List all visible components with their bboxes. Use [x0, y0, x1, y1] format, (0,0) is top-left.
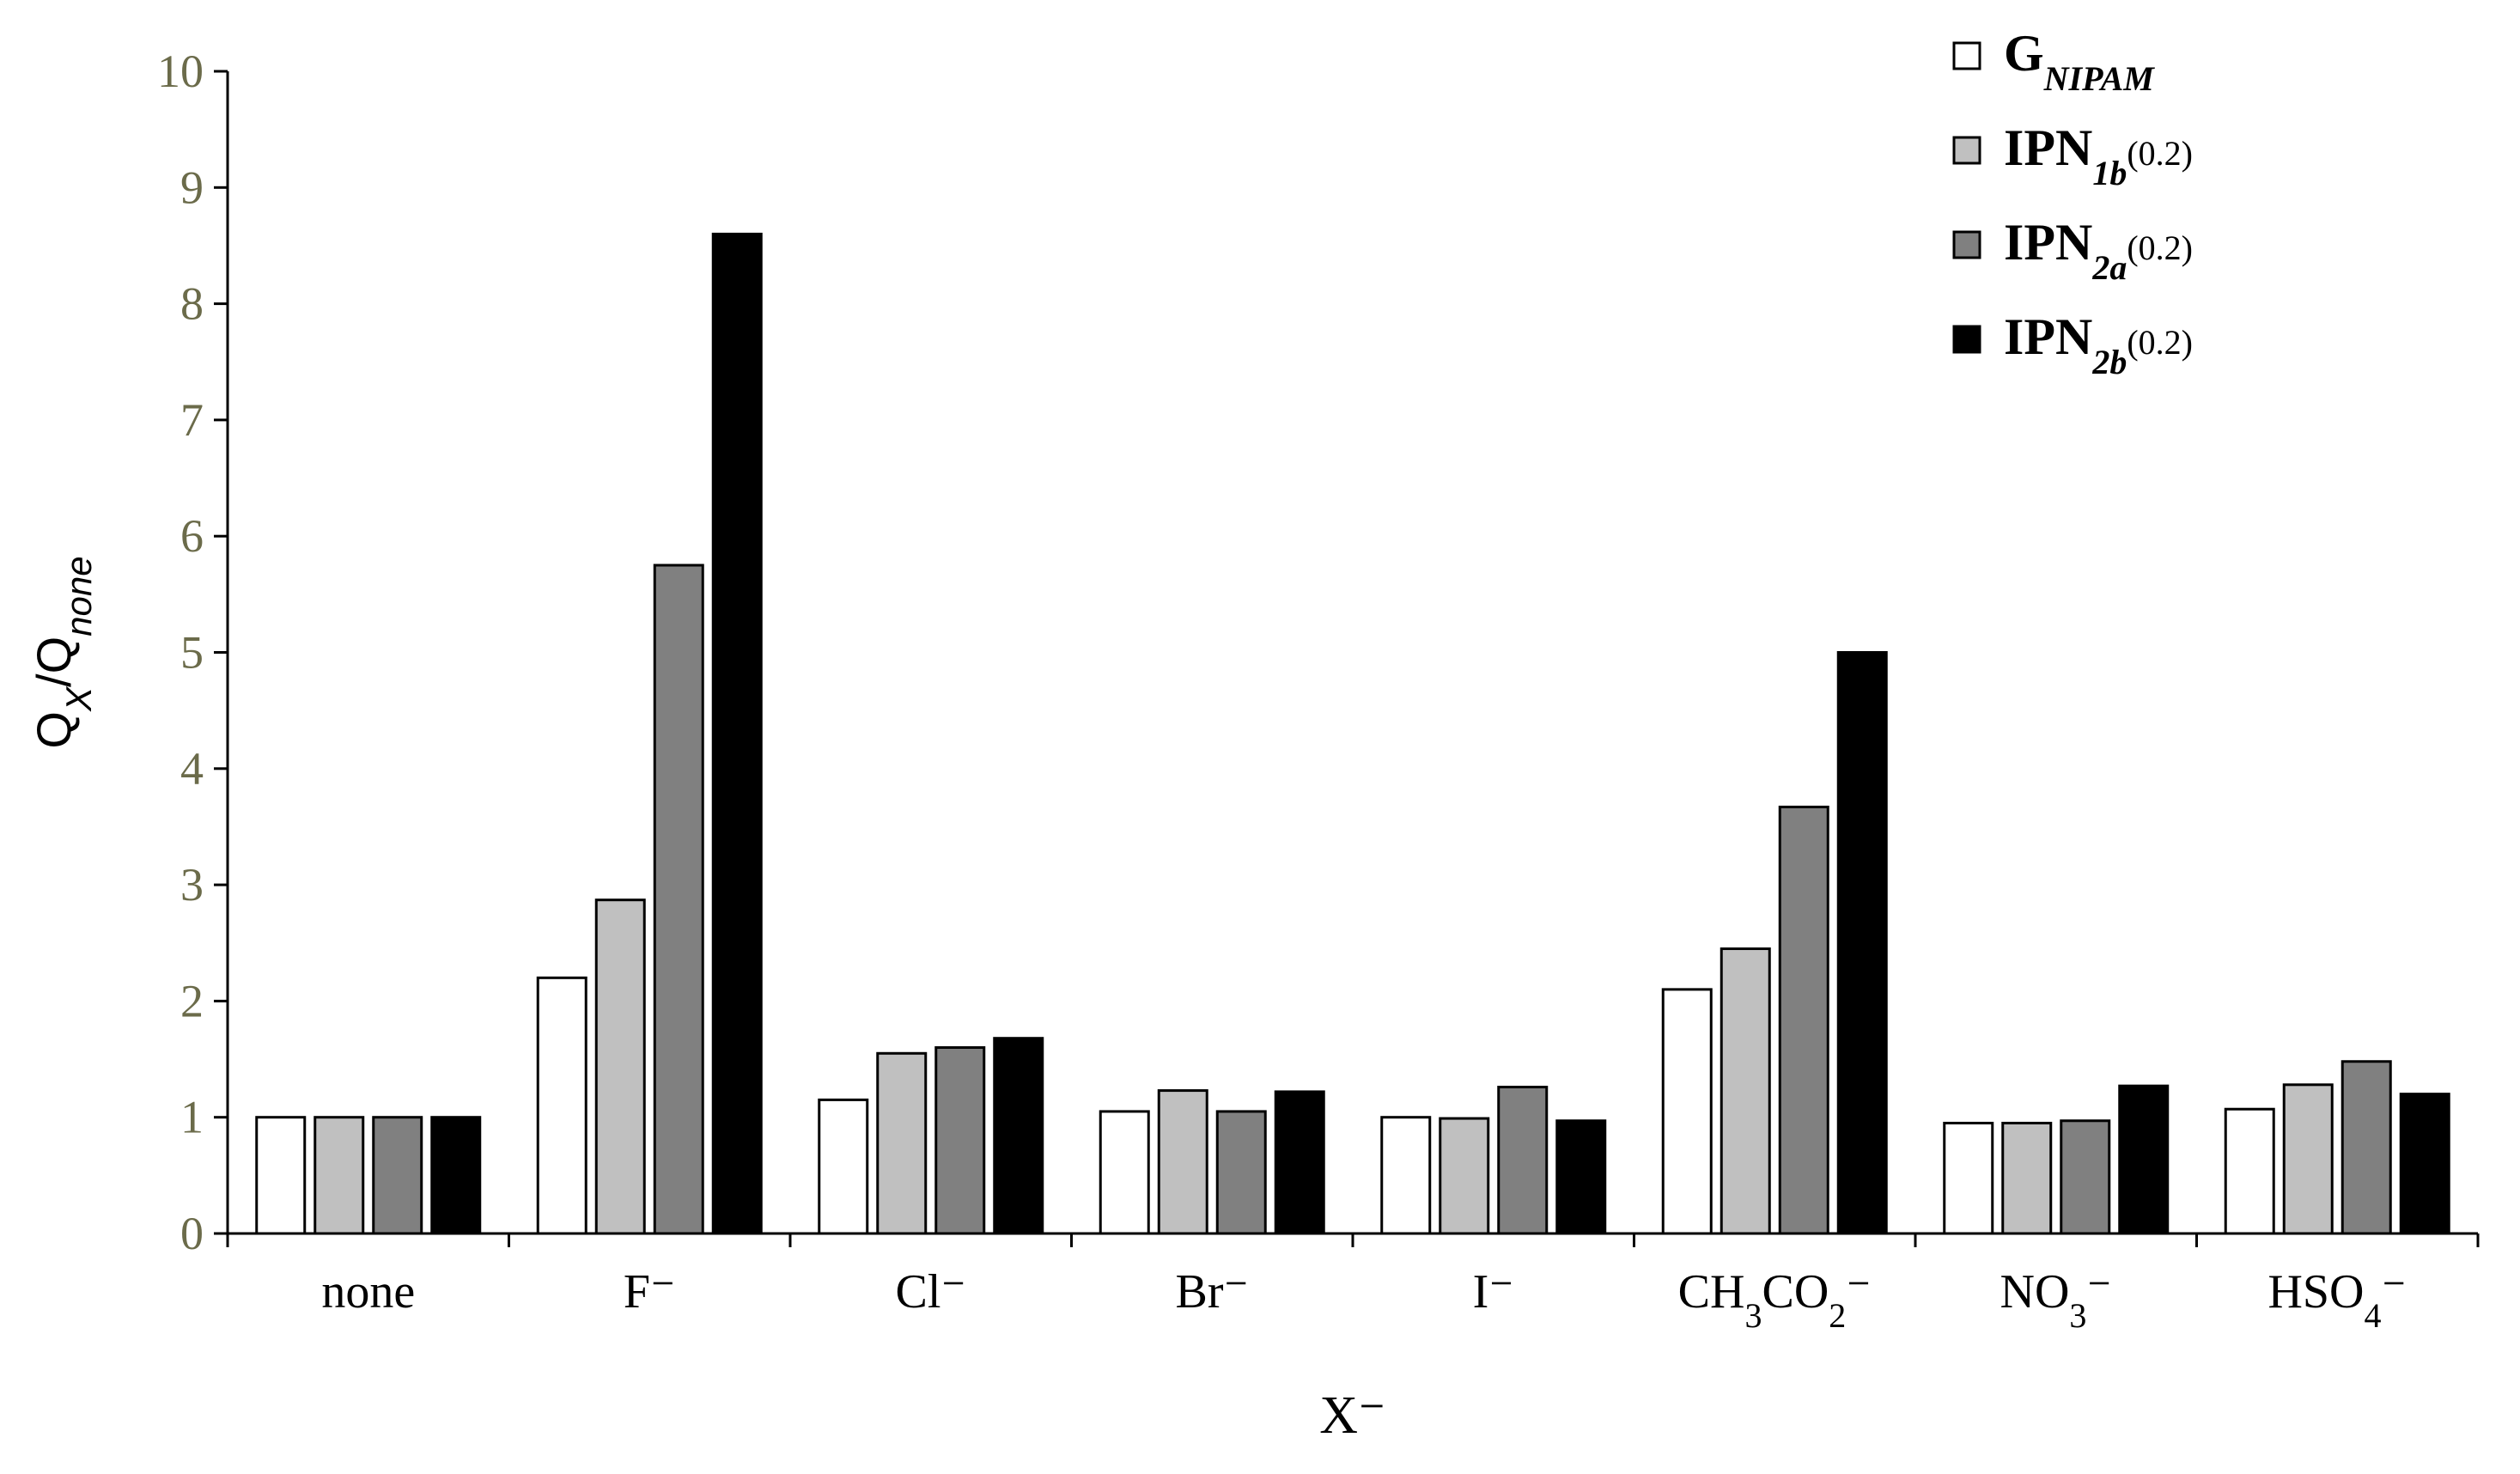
bar-4-4 — [1274, 1090, 1325, 1235]
x-tick-label: Cl⁻ — [896, 1265, 966, 1319]
legend-swatch-1 — [1952, 41, 1981, 70]
bar-7-4 — [2118, 1084, 2170, 1235]
x-tick-label: none — [321, 1265, 415, 1319]
bar-5-3 — [1497, 1086, 1549, 1235]
bar-4-2 — [1157, 1089, 1208, 1235]
y-tick-label: 2 — [180, 975, 204, 1026]
y-axis-title: QX/Qnone — [27, 556, 99, 748]
y-tick-label: 4 — [180, 743, 204, 795]
bar-3-3 — [934, 1046, 986, 1235]
bar-6-2 — [1720, 947, 1771, 1235]
bar-2-4 — [711, 232, 763, 1235]
y-tick-label: 1 — [180, 1092, 204, 1143]
x-tick-label: CH3CO2⁻ — [1678, 1265, 1872, 1335]
bar-4-3 — [1215, 1110, 1267, 1235]
x-tick-label: Br⁻ — [1175, 1265, 1249, 1319]
bar-2-2 — [594, 898, 646, 1235]
x-tick-label: F⁻ — [624, 1265, 676, 1319]
x-axis-title: X⁻ — [1319, 1386, 1386, 1445]
bar-3-4 — [993, 1037, 1044, 1235]
y-tick-label: 8 — [180, 278, 204, 330]
bar-3-2 — [876, 1051, 928, 1235]
legend-label-4: IPN2b(0.2) — [2004, 308, 2193, 381]
bar-5-1 — [1380, 1116, 1432, 1235]
bar-1-2 — [313, 1116, 365, 1235]
y-tick-label: 5 — [180, 627, 204, 679]
bar-7-2 — [2001, 1121, 2053, 1235]
axes-layer: 0 1 2 3 4 5 6 7 8 9 10 none F⁻ Cl⁻ Br⁻ I⁻ CH3CO2⁻ NO3⁻ HSO… — [157, 46, 2480, 1335]
x-tick-label: I⁻ — [1473, 1265, 1514, 1319]
bar-7-1 — [1943, 1121, 1994, 1235]
bar-8-3 — [2340, 1060, 2392, 1235]
bar-7-3 — [2060, 1119, 2111, 1235]
legend-swatch-2 — [1952, 136, 1981, 165]
bar-5-2 — [1439, 1117, 1490, 1235]
bar-2-1 — [536, 976, 587, 1235]
y-tick-label: 0 — [180, 1208, 204, 1259]
x-tick-label: NO3⁻ — [2000, 1265, 2112, 1335]
bar-8-4 — [2399, 1093, 2450, 1235]
legend-label-1: GNIPAM — [2004, 25, 2155, 98]
bar-6-1 — [1661, 988, 1713, 1235]
legend-label-3: IPN2a(0.2) — [2004, 214, 2193, 287]
bar-1-1 — [255, 1116, 307, 1235]
bar-6-4 — [1836, 651, 1888, 1235]
y-tick-label: 10 — [157, 46, 204, 97]
bar-1-4 — [430, 1116, 482, 1235]
bars-layer — [255, 232, 2450, 1235]
y-tick-label: 9 — [180, 161, 204, 213]
bar-8-2 — [2282, 1083, 2334, 1235]
bar-1-3 — [372, 1116, 423, 1235]
y-tick-label: 7 — [180, 394, 204, 446]
bar-4-1 — [1099, 1110, 1150, 1235]
bar-5-4 — [1555, 1119, 1607, 1235]
y-tick-label: 3 — [180, 859, 204, 911]
bar-8-1 — [2224, 1107, 2275, 1235]
legend: GNIPAM IPN1b(0.2) IPN2a(0.2) IPN2b(0.2) — [1952, 25, 2193, 381]
bar-3-1 — [818, 1098, 869, 1235]
bar-2-3 — [653, 563, 704, 1235]
legend-swatch-4 — [1952, 325, 1981, 354]
legend-swatch-3 — [1952, 230, 1981, 259]
y-tick-label: 6 — [180, 510, 204, 562]
legend-label-2: IPN1b(0.2) — [2004, 119, 2193, 192]
x-tick-label: HSO4⁻ — [2267, 1265, 2407, 1335]
bar-6-3 — [1778, 805, 1829, 1235]
